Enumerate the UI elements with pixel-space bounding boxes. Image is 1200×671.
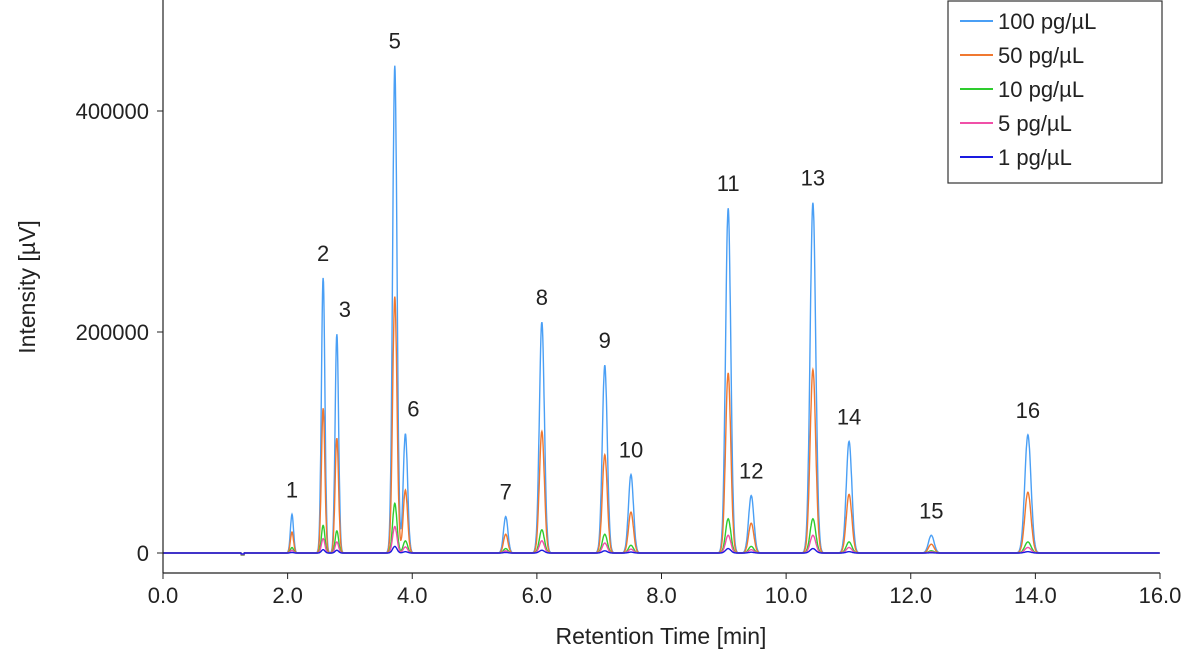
series-line-4: [163, 545, 1160, 555]
x-axis-label: Retention Time [min]: [556, 623, 767, 649]
peak-label-8: 8: [536, 285, 548, 310]
peak-label-7: 7: [500, 480, 512, 505]
y-tick-label: 400000: [76, 99, 149, 124]
legend-label: 1 pg/µL: [998, 145, 1072, 170]
peak-label-5: 5: [389, 29, 401, 54]
x-tick-label: 2.0: [272, 583, 303, 608]
plot-area: [163, 65, 1160, 556]
x-tick-label: 12.0: [889, 583, 932, 608]
legend-label: 100 pg/µL: [998, 9, 1096, 34]
y-tick-label: 0: [137, 541, 149, 566]
peak-label-16: 16: [1016, 398, 1040, 423]
legend-item: 10 pg/µL: [960, 77, 1084, 102]
axes: 0.0 2.0 4.0 6.0 8.0 10.0 12.0 14.0 16.0 0 200000 40…: [76, 0, 1182, 608]
peak-label-1: 1: [286, 477, 298, 502]
legend-label: 50 pg/µL: [998, 43, 1084, 68]
peak-label-10: 10: [619, 438, 643, 463]
legend-item: 5 pg/µL: [960, 111, 1072, 136]
y-axis-label: Intensity [µV]: [14, 220, 40, 353]
peak-label-14: 14: [837, 404, 861, 429]
x-tick-label: 0.0: [148, 583, 179, 608]
x-tick-label: 4.0: [397, 583, 428, 608]
legend-label: 10 pg/µL: [998, 77, 1084, 102]
series-line-1: [163, 296, 1160, 556]
peak-label-9: 9: [599, 328, 611, 353]
legend-label: 5 pg/µL: [998, 111, 1072, 136]
x-tick-label: 10.0: [765, 583, 808, 608]
peak-label-15: 15: [919, 498, 943, 523]
legend: 100 pg/µL 50 pg/µL 10 pg/µL 5 pg/µL 1 pg/µL: [947, 0, 1163, 184]
legend-item: 100 pg/µL: [960, 9, 1096, 34]
legend-item: 50 pg/µL: [960, 43, 1084, 68]
peak-label-2: 2: [317, 241, 329, 266]
peak-label-13: 13: [801, 166, 825, 191]
series-line-2: [163, 501, 1160, 556]
x-tick-label: 6.0: [522, 583, 553, 608]
x-tick-label: 14.0: [1014, 583, 1057, 608]
peak-label-11: 11: [717, 171, 740, 196]
peak-label-3: 3: [339, 297, 351, 322]
x-tick-label: 8.0: [646, 583, 677, 608]
peak-label-12: 12: [739, 459, 763, 484]
peak-label-6: 6: [407, 397, 419, 422]
legend-item: 1 pg/µL: [960, 145, 1072, 170]
series-line-3: [163, 525, 1160, 555]
legend-box: [947, 0, 1163, 184]
x-tick-label: 16.0: [1139, 583, 1182, 608]
y-tick-label: 200000: [76, 320, 149, 345]
